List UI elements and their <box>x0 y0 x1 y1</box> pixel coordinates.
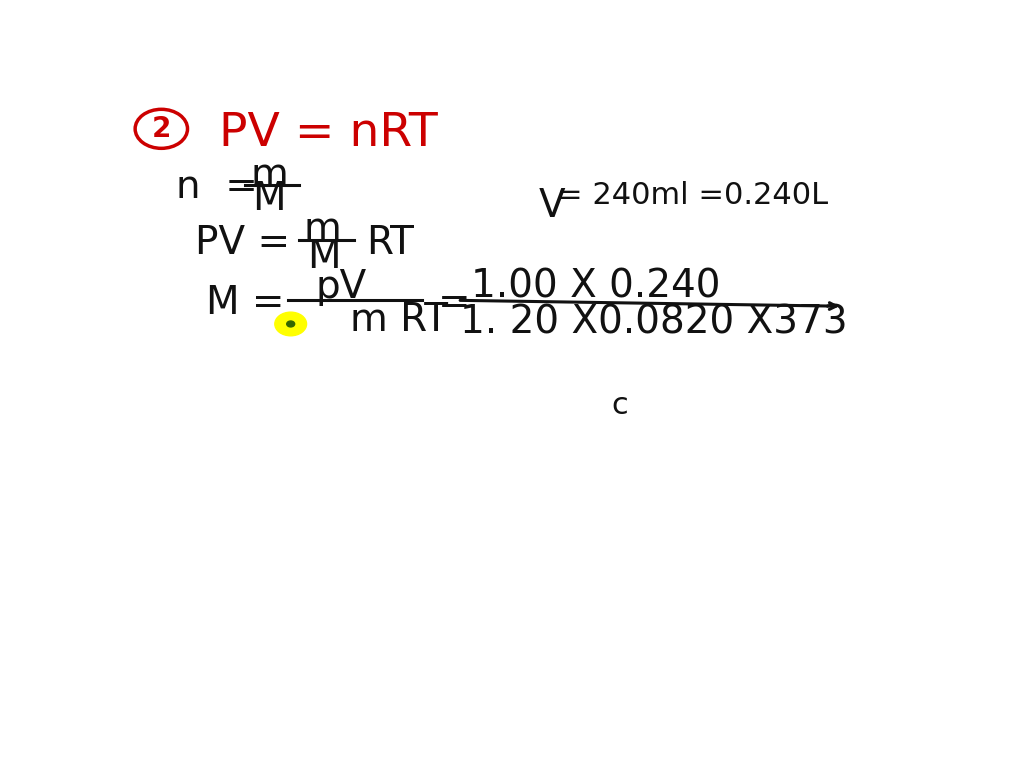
Text: = 240ml =0.240L: = 240ml =0.240L <box>557 181 827 210</box>
Text: M =: M = <box>206 284 285 323</box>
Text: M: M <box>307 237 341 276</box>
Text: V: V <box>539 187 565 225</box>
Text: m: m <box>251 156 288 194</box>
Text: RT: RT <box>367 224 414 262</box>
Text: pV: pV <box>315 268 367 306</box>
Text: m RT: m RT <box>350 301 449 339</box>
Text: PV = nRT: PV = nRT <box>219 111 438 156</box>
Text: n  =: n = <box>176 167 257 206</box>
Text: =: = <box>437 284 470 323</box>
Text: 2: 2 <box>152 115 171 143</box>
Text: 1.00 X 0.240: 1.00 X 0.240 <box>471 267 720 305</box>
Text: c: c <box>611 391 629 420</box>
Circle shape <box>287 321 295 327</box>
Text: m: m <box>303 210 341 248</box>
Text: M: M <box>253 180 286 217</box>
Circle shape <box>274 312 306 336</box>
Text: 1. 20 X0.0820 X373: 1. 20 X0.0820 X373 <box>460 304 847 342</box>
Text: PV =: PV = <box>196 224 291 262</box>
